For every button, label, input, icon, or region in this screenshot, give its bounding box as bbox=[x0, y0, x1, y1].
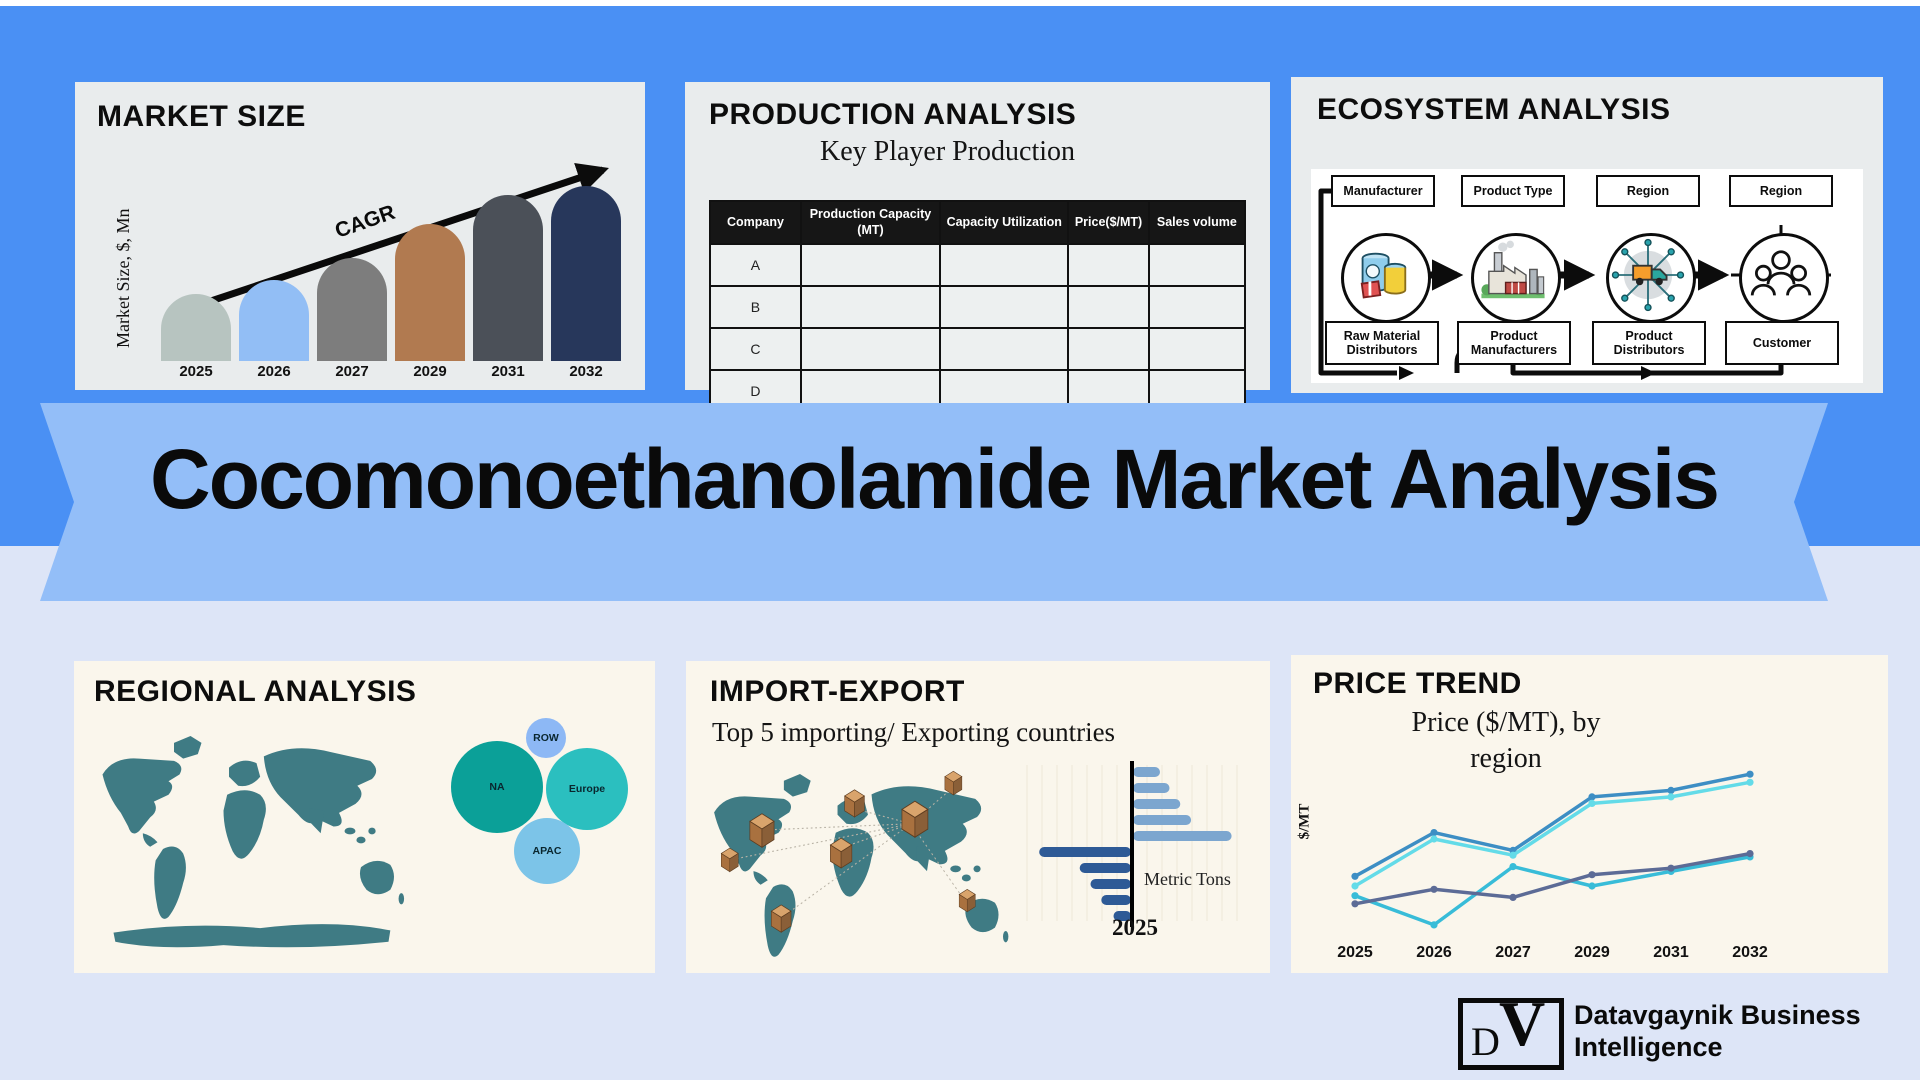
market-size-bars: 2025 2026 2027 2029 2031 2032 bbox=[161, 186, 625, 380]
production-subtitle: Key Player Production bbox=[819, 136, 1076, 167]
import-export-panel: IMPORT-EXPORT Top 5 importing/ Exporting… bbox=[686, 661, 1270, 973]
price-trend-title: PRICE TREND bbox=[1313, 667, 1522, 700]
svg-text:2026: 2026 bbox=[1416, 944, 1452, 961]
price-trend-subtitle-line1: Price ($/MT), by bbox=[1411, 707, 1601, 738]
price-trend-panel: PRICE TREND Price ($/MT), by region $/MT… bbox=[1291, 655, 1888, 973]
region-bubble-apac: APAC bbox=[514, 818, 580, 884]
empty-cell bbox=[1147, 285, 1247, 330]
empty-cell bbox=[799, 285, 942, 330]
table-row: B bbox=[709, 285, 1247, 330]
factory-icon bbox=[1471, 233, 1561, 323]
empty-cell bbox=[939, 285, 1070, 330]
empty-cell bbox=[939, 327, 1070, 372]
page-title: Cocomonoethanolamide Market Analysis bbox=[150, 431, 1718, 526]
col-header-company: Company bbox=[709, 199, 802, 246]
label-box-product-distributors: Product Distributors bbox=[1592, 321, 1706, 365]
monogram-letter-d: D bbox=[1471, 1019, 1500, 1064]
import-export-subtitle: Top 5 importing/ Exporting countries bbox=[712, 717, 1116, 747]
tornado-year-label: 2025 bbox=[1112, 915, 1158, 940]
col-header-sales-volume: Sales volume bbox=[1147, 199, 1247, 246]
label-box-product-manufacturers: Product Manufacturers bbox=[1457, 321, 1571, 365]
brand-name-line2: Intelligence bbox=[1574, 1031, 1723, 1062]
label-box-manufacturer: Manufacturer bbox=[1331, 175, 1435, 207]
ecosystem-analysis-panel: ECOSYSTEM ANALYSIS Manufacturer Product … bbox=[1291, 77, 1883, 393]
distribution-network-truck-icon bbox=[1606, 233, 1696, 323]
tornado-chart bbox=[1026, 761, 1238, 927]
empty-cell bbox=[1067, 243, 1150, 288]
market-size-panel: MARKET SIZE Market Size, $, Mn CAGR 2025… bbox=[75, 82, 645, 390]
empty-cell bbox=[1067, 327, 1150, 372]
market-size-bar-2032: 2032 bbox=[551, 186, 621, 380]
ecosystem-analysis-title: ECOSYSTEM ANALYSIS bbox=[1317, 93, 1671, 126]
label-box-customer: Customer bbox=[1725, 321, 1839, 365]
table-header-row: Company Production Capacity (MT) Capacit… bbox=[709, 199, 1247, 246]
regional-analysis-panel: REGIONAL ANALYSIS ROW NA Europe APAC bbox=[74, 661, 655, 973]
market-size-title: MARKET SIZE bbox=[97, 100, 306, 133]
company-cell: B bbox=[709, 285, 802, 330]
cagr-trend-arrow: CAGR bbox=[173, 163, 609, 317]
region-bubble-europe: Europe bbox=[546, 748, 628, 830]
trade-routes-map bbox=[714, 770, 1009, 957]
company-cell: A bbox=[709, 243, 802, 288]
empty-cell bbox=[799, 243, 942, 288]
label-box-region-2: Region bbox=[1729, 175, 1833, 207]
table-row: A bbox=[709, 243, 1247, 288]
monogram-letter-v: V bbox=[1499, 988, 1546, 1059]
empty-cell bbox=[1067, 285, 1150, 330]
table-row: C bbox=[709, 327, 1247, 372]
empty-cell bbox=[1147, 327, 1247, 372]
market-size-bar-2029: 2029 bbox=[395, 224, 465, 380]
market-size-bar-2031: 2031 bbox=[473, 195, 543, 380]
col-header-capacity-utilization: Capacity Utilization bbox=[939, 199, 1070, 246]
brand-logo: D V Datavgaynik Business Intelligence bbox=[1458, 988, 1861, 1070]
label-box-product-type: Product Type bbox=[1461, 175, 1565, 207]
metric-tons-axis-label: Metric Tons bbox=[1144, 869, 1231, 889]
svg-text:2032: 2032 bbox=[1732, 944, 1768, 961]
production-analysis-title: PRODUCTION ANALYSIS bbox=[709, 98, 1077, 131]
label-box-raw-material-distributors: Raw Material Distributors bbox=[1325, 321, 1439, 365]
svg-text:2029: 2029 bbox=[1574, 944, 1610, 961]
market-size-bar-2026: 2026 bbox=[239, 280, 309, 380]
dv-monogram-icon: D V bbox=[1458, 988, 1564, 1070]
regional-analysis-title: REGIONAL ANALYSIS bbox=[94, 675, 417, 708]
market-size-y-axis-label: Market Size, $, Mn bbox=[113, 208, 133, 348]
price-trend-y-axis-label: $/MT bbox=[1296, 803, 1313, 840]
label-box-region-1: Region bbox=[1596, 175, 1700, 207]
empty-cell bbox=[799, 327, 942, 372]
title-ribbon-banner: Cocomonoethanolamide Market Analysis bbox=[40, 403, 1828, 601]
col-header-production-capacity: Production Capacity (MT) bbox=[799, 199, 942, 246]
raw-materials-cans-icon bbox=[1341, 233, 1431, 323]
svg-text:2031: 2031 bbox=[1653, 944, 1689, 961]
svg-text:2025: 2025 bbox=[1337, 944, 1373, 961]
brand-name-line1: Datavgaynik Business bbox=[1574, 1000, 1861, 1030]
company-cell: C bbox=[709, 327, 802, 372]
world-map bbox=[102, 736, 405, 948]
brand-name: Datavgaynik Business Intelligence bbox=[1574, 998, 1861, 1064]
market-size-bar-2025: 2025 bbox=[161, 294, 231, 380]
ecosystem-flow-diagram: Manufacturer Product Type Region Region bbox=[1311, 169, 1863, 383]
production-analysis-panel: PRODUCTION ANALYSIS Key Player Productio… bbox=[685, 82, 1270, 414]
col-header-price: Price($/MT) bbox=[1067, 199, 1150, 246]
svg-text:2027: 2027 bbox=[1495, 944, 1531, 961]
region-bubble-row: ROW bbox=[526, 718, 566, 758]
region-bubble-na: NA bbox=[451, 741, 543, 833]
market-size-bar-2027: 2027 bbox=[317, 258, 387, 380]
price-trend-chart: 2025 2026 2027 2029 2031 2032 bbox=[1337, 770, 1768, 961]
price-trend-subtitle: Price ($/MT), by region bbox=[1341, 705, 1671, 778]
price-trend-subtitle-line2: region bbox=[1470, 743, 1542, 775]
empty-cell bbox=[939, 243, 1070, 288]
import-export-title: IMPORT-EXPORT bbox=[710, 675, 965, 708]
key-player-production-table: Company Production Capacity (MT) Capacit… bbox=[709, 199, 1247, 414]
empty-cell bbox=[1147, 243, 1247, 288]
customers-icon bbox=[1739, 233, 1829, 323]
